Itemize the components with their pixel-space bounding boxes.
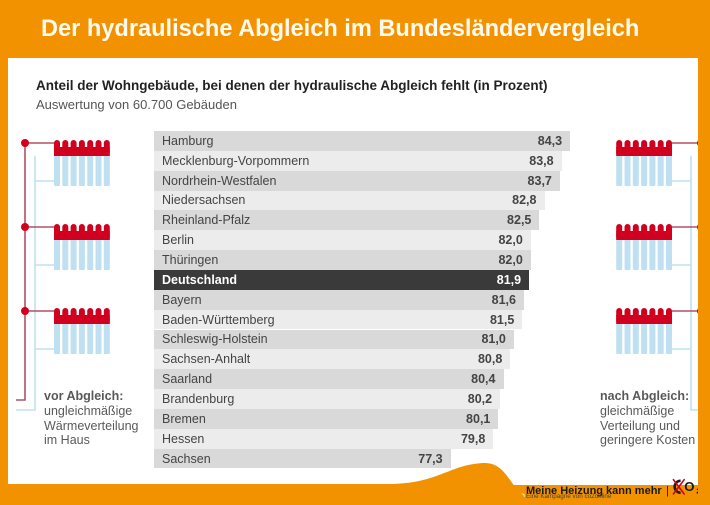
svg-text:2: 2 [696, 486, 700, 495]
svg-text:O: O [684, 479, 694, 494]
